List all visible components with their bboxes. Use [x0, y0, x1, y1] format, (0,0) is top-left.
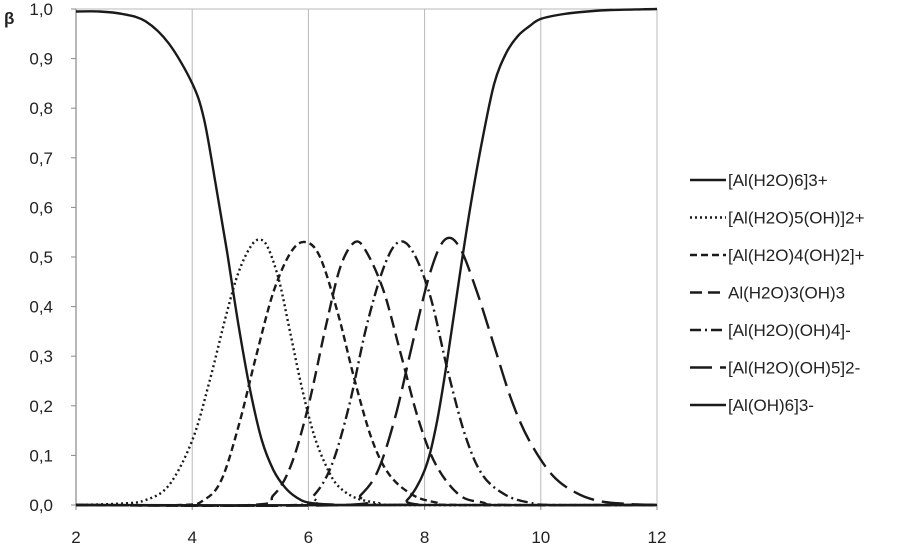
- legend-label-6: [Al(OH)6]3-: [728, 396, 814, 415]
- legend-label-1: [Al(H2O)5(OH)]2+: [728, 209, 865, 228]
- chart-series: [75, 7, 658, 507]
- chart-axes: [71, 8, 658, 510]
- y-tick-label-3: 0,3: [29, 347, 53, 366]
- legend-label-2: [Al(H2O)4(OH)2]+: [728, 246, 865, 265]
- y-tick-label-1: 0,1: [29, 446, 53, 465]
- series-line-1: [75, 238, 658, 507]
- series-line-0: [75, 10, 658, 507]
- chart-grid: [75, 9, 658, 505]
- chart-legend: [Al(H2O)6]3+ [Al(H2O)5(OH)]2+ [Al(H2O)4(OH…: [690, 171, 865, 415]
- y-tick-label-2: 0,2: [29, 397, 53, 416]
- x-tick-label-0: 2: [71, 528, 80, 546]
- x-tick-label-3: 8: [420, 528, 429, 546]
- series-line-4: [75, 240, 658, 507]
- y-tick-label-0: 0,0: [29, 496, 53, 515]
- x-tick-label-5: 12: [648, 528, 667, 546]
- legend-label-0: [Al(H2O)6]3+: [728, 171, 828, 190]
- x-tick-label-4: 10: [531, 528, 550, 546]
- y-tick-label-5: 0,5: [29, 248, 53, 267]
- series-line-6: [75, 7, 658, 507]
- y-tick-label-9: 0,9: [29, 50, 53, 69]
- x-tick-label-1: 4: [187, 528, 196, 546]
- y-axis-title: β: [4, 9, 14, 28]
- legend-label-5: [Al(H2O)(OH)5]2-: [728, 359, 860, 378]
- legend-label-3: Al(H2O)3(OH)3: [728, 284, 845, 303]
- legend-label-4: [Al(H2O)(OH)4]-: [728, 321, 851, 340]
- series-line-3: [75, 240, 658, 507]
- y-tick-label-8: 0,8: [29, 99, 53, 118]
- series-line-5: [75, 236, 658, 507]
- y-tick-label-4: 0,4: [29, 298, 53, 317]
- chart-tick-labels: 0,0 0,1 0,2 0,3 0,4 0,5 0,6 0,7 0,8 0,9 1,0 2 4 6 8 10 1…: [29, 0, 666, 546]
- y-tick-label-6: 0,6: [29, 198, 53, 217]
- y-tick-label-10: 1,0: [29, 0, 53, 19]
- series-line-2: [75, 240, 658, 507]
- x-tick-label-2: 6: [304, 528, 313, 546]
- y-tick-label-7: 0,7: [29, 149, 53, 168]
